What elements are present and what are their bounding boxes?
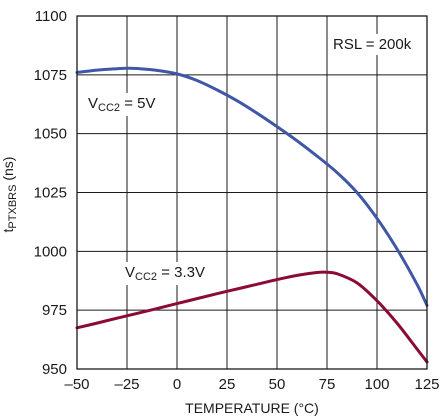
series-label-background-5v — [84, 93, 160, 116]
series-label-5v-rest: = 5V — [120, 95, 155, 112]
x-tick-label: 25 — [219, 376, 236, 393]
series-label-vcc2-5v: VCC2 = 5V — [88, 95, 155, 114]
plot-frame — [76, 15, 428, 370]
series-label-background-3v3 — [121, 262, 209, 285]
y-axis-title-main: t — [0, 228, 16, 232]
x-axis-title: TEMPERATURE (°C) — [185, 400, 319, 416]
y-tick-label: 1100 — [35, 8, 67, 25]
y-tick-label: 1000 — [34, 243, 67, 260]
y-axis-title-sub: PTXBRS — [7, 185, 19, 229]
x-tick-label: 75 — [319, 376, 336, 393]
tick-labels: –50 –25 0 25 50 75 100 125 950 975 1000 1025 1050 107… — [34, 8, 440, 393]
series-lines — [75, 66, 429, 364]
y-tick-label: 975 — [42, 302, 67, 319]
y-tick-label: 950 — [42, 361, 67, 378]
series-label-5v-main: V — [88, 95, 98, 112]
series-label-5v-sub: CC2 — [98, 102, 120, 114]
series-line-vcc2-3v3 — [75, 270, 429, 364]
series-line-vcc2-5v — [75, 66, 429, 307]
series-label-vcc2-3v3: VCC2 = 3.3V — [125, 264, 205, 283]
x-tick-label: –25 — [114, 376, 139, 393]
y-tick-label: 1025 — [34, 185, 67, 202]
annotation-rsl: RSL = 200k — [333, 36, 412, 53]
x-tick-label: 0 — [173, 376, 181, 393]
y-axis-title: tPTXBRS (ns) — [0, 157, 19, 233]
x-tick-label: 100 — [364, 376, 389, 393]
y-tick-label: 1050 — [34, 126, 67, 143]
series-label-3v3-sub: CC2 — [135, 271, 157, 283]
series-label-3v3-main: V — [125, 264, 135, 281]
y-axis-title-unit: (ns) — [0, 157, 16, 185]
series-label-3v3-rest: = 3.3V — [157, 264, 205, 281]
x-tick-label: 50 — [269, 376, 286, 393]
annotation-background — [329, 34, 416, 55]
x-tick-label: 125 — [414, 376, 439, 393]
x-tick-label: –50 — [64, 376, 89, 393]
y-tick-label: 1075 — [34, 67, 67, 84]
